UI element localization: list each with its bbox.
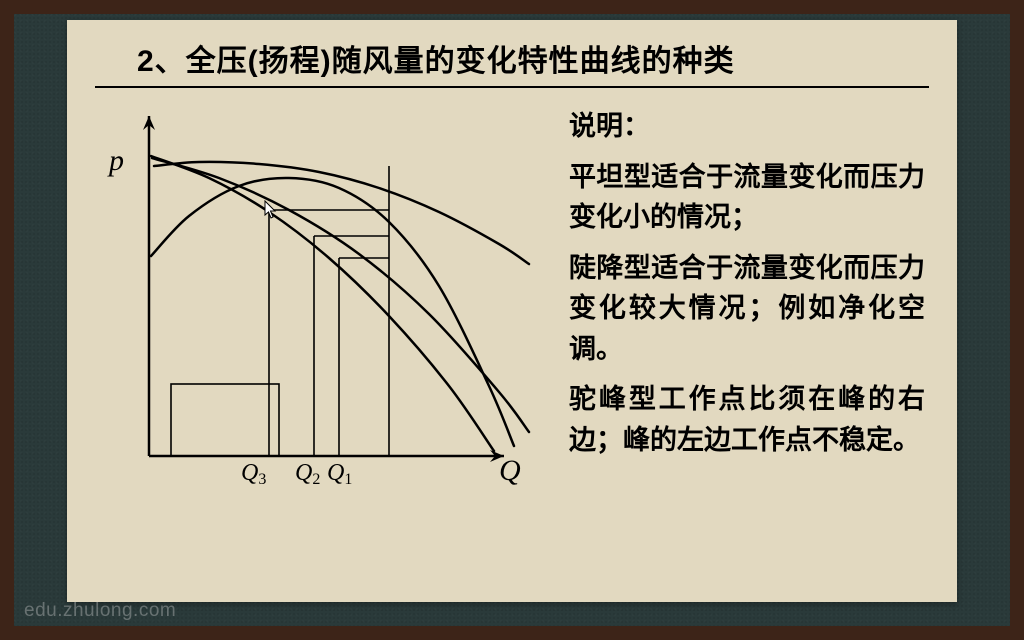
frame-right <box>1010 0 1024 640</box>
slide-title: 2、全压(扬程)随风量的变化特性曲线的种类 <box>91 36 933 80</box>
x-tick-q1: Q1 <box>327 460 352 487</box>
slide: 2、全压(扬程)随风量的变化特性曲线的种类 p Q Q3 Q2 Q1 说明： 平… <box>67 20 957 602</box>
explain-steep: 陡降型适合于流量变化而压力变化较大情况；例如净化空调。 <box>569 248 925 370</box>
frame-left <box>0 0 14 640</box>
explanation-text: 说明： 平坦型适合于流量变化而压力变化小的情况； 陡降型适合于流量变化而压力变化… <box>569 106 925 576</box>
x-axis-label: Q <box>499 454 521 488</box>
chart-region: p Q Q3 Q2 Q1 <box>99 106 539 576</box>
title-underline <box>95 86 929 88</box>
pressure-flow-chart <box>99 106 539 506</box>
explain-heading: 说明： <box>569 106 925 147</box>
frame-top <box>0 0 1024 14</box>
x-tick-q2: Q2 <box>295 460 320 487</box>
watermark: edu.zhulong.com <box>24 600 176 622</box>
frame-bottom <box>0 626 1024 640</box>
explain-hump: 驼峰型工作点比须在峰的右边；峰的左边工作点不稳定。 <box>569 379 925 460</box>
y-axis-label: p <box>109 144 124 178</box>
slide-content: p Q Q3 Q2 Q1 说明： 平坦型适合于流量变化而压力变化小的情况； 陡降… <box>91 106 933 576</box>
explain-flat: 平坦型适合于流量变化而压力变化小的情况； <box>569 157 925 238</box>
x-tick-q3: Q3 <box>241 460 266 487</box>
